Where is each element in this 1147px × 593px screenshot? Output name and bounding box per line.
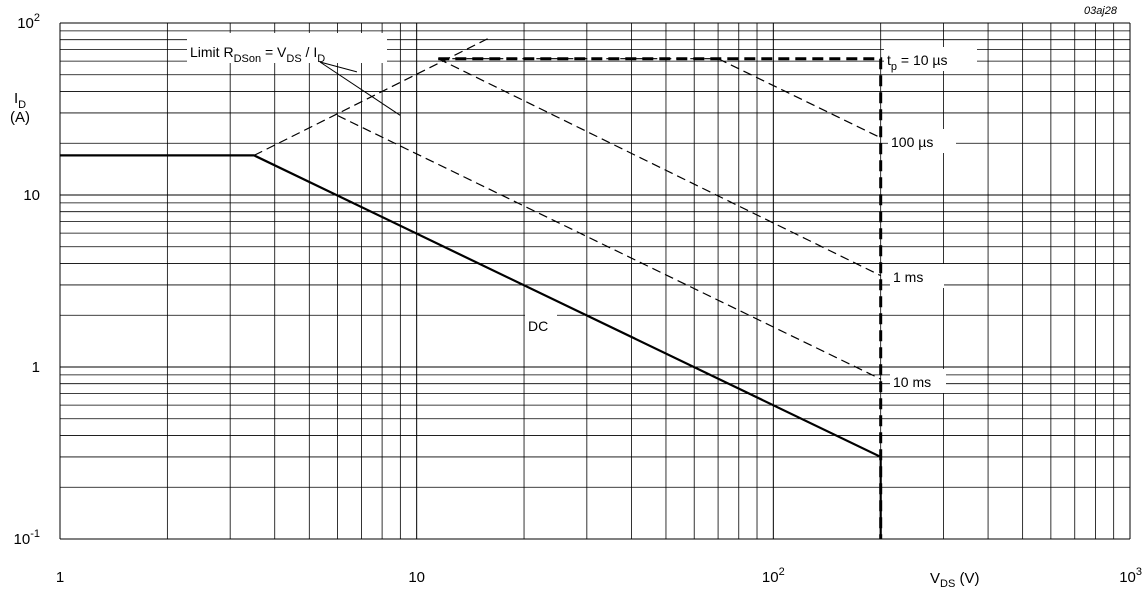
annotation-bg-ms10 <box>890 369 946 393</box>
y-axis-symbol: I <box>14 90 18 107</box>
annotation-limit: Limit RDSon = VDS / ID <box>190 44 325 65</box>
y-tick-label-base: 10 <box>23 187 40 204</box>
figure-id: 03aj28 <box>1084 5 1118 17</box>
x-tick-label-base: 1 <box>56 569 64 586</box>
series-line-4 <box>337 114 881 380</box>
annotation-bg-tp <box>884 47 977 71</box>
y-axis-title: ID <box>14 90 26 111</box>
y-tick-label-base: 10 <box>17 15 34 32</box>
y-tick-label-exp: 2 <box>34 12 40 24</box>
annotation-part: DSon <box>234 53 262 65</box>
annotation-part: = V <box>261 44 287 60</box>
annotation-part: p <box>891 61 897 73</box>
annotation-dc: DC <box>528 318 548 334</box>
x-axis-symbol: V <box>930 570 940 587</box>
annotation-bg-ms1 <box>890 264 944 288</box>
x-axis-unit: (V) <box>955 570 979 587</box>
y-tick-label: 1 <box>32 359 40 376</box>
annotation-us100: 100 µs <box>891 134 933 150</box>
y-tick-label-base: 1 <box>32 359 40 376</box>
leader-line-1 <box>319 61 358 73</box>
series-line-2 <box>438 58 881 139</box>
series-line-1 <box>438 57 883 539</box>
annotation-part: 1 ms <box>893 269 923 285</box>
y-tick-label: 10 <box>23 187 40 204</box>
y-tick-label-exp: -1 <box>30 528 40 540</box>
series-line-3 <box>438 58 881 277</box>
x-tick-label: 10 <box>408 569 425 586</box>
annotation-part: / I <box>302 44 318 60</box>
x-tick-label: 102 <box>762 566 785 586</box>
annotation-part: DC <box>528 318 548 334</box>
grid <box>59 22 1131 540</box>
leader-line-0 <box>319 61 401 116</box>
annotation-tp: tp = 10 µs <box>887 52 948 73</box>
x-axis-symbol-sub: DS <box>940 578 955 590</box>
y-axis-symbol-sub: D <box>18 99 26 111</box>
annotation-bg-limit <box>187 33 387 63</box>
annotation-bg-us100 <box>888 129 956 153</box>
series-line-5 <box>60 154 882 539</box>
y-axis-unit: (A) <box>10 109 30 126</box>
x-tick-label-base: 10 <box>408 569 425 586</box>
x-tick-label: 103 <box>1119 566 1142 586</box>
x-tick-label-exp: 2 <box>779 566 785 578</box>
x-axis-title: VDS (V) <box>930 570 979 590</box>
annotation-part: 10 ms <box>893 374 931 390</box>
annotation-part: 100 µs <box>891 134 933 150</box>
x-tick-label-exp: 3 <box>1136 566 1142 578</box>
annotation-part: DS <box>286 53 301 65</box>
x-tick-label: 1 <box>56 569 64 586</box>
x-tick-label-base: 10 <box>762 569 779 586</box>
y-tick-label: 102 <box>17 12 40 32</box>
annotation-ms1: 1 ms <box>893 269 923 285</box>
y-tick-label: 10-1 <box>14 528 40 548</box>
y-tick-label-base: 10 <box>14 531 31 548</box>
annotation-bg-dc <box>525 313 557 337</box>
annotation-part: = 10 µs <box>897 52 947 68</box>
annotation-part: D <box>317 53 325 65</box>
x-tick-label-base: 10 <box>1119 569 1136 586</box>
annotation-part: t <box>887 52 891 68</box>
annotation-part: Limit R <box>190 44 234 60</box>
annotation-ms10: 10 ms <box>893 374 931 390</box>
